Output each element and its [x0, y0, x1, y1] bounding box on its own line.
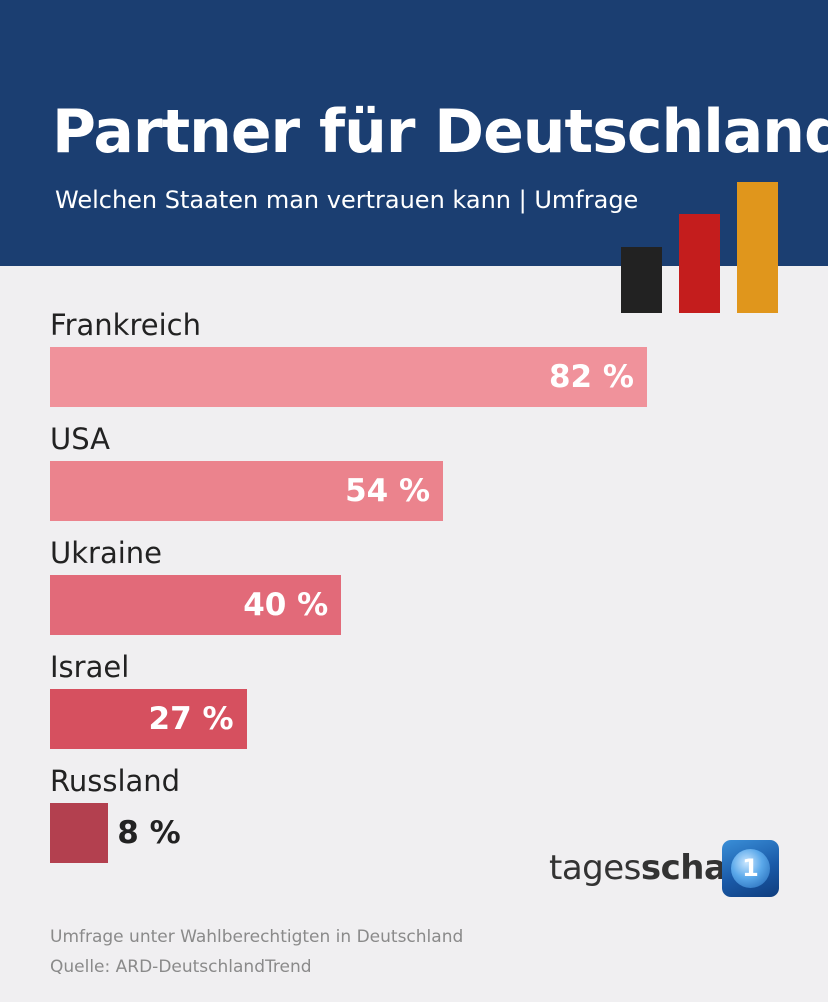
value-label: 40 % — [243, 587, 329, 623]
tagesschau-wordmark: tagesschau — [549, 848, 751, 888]
category-label: Frankreich — [50, 308, 201, 342]
page-subtitle: Welchen Staaten man vertrauen kann | Umf… — [55, 186, 639, 214]
bar-frankreich — [50, 347, 647, 407]
header-banner: Partner für Deutschland Welchen Staaten … — [0, 0, 828, 266]
footnote-source: Quelle: ARD-DeutschlandTrend — [50, 957, 312, 977]
logo-glyph: 1 — [731, 849, 770, 888]
bar-russland — [50, 803, 109, 863]
category-label: Israel — [50, 650, 130, 684]
category-label: Ukraine — [50, 536, 162, 570]
page-title: Partner für Deutschland — [52, 97, 828, 167]
category-label: USA — [50, 422, 111, 456]
footnote-survey: Umfrage unter Wahlberechtigten in Deutsc… — [50, 927, 464, 947]
value-label: 54 % — [345, 473, 431, 509]
bar-israel — [50, 689, 247, 749]
bar-usa — [50, 461, 444, 521]
value-label: 27 % — [148, 701, 234, 737]
flag-bar-gold — [737, 182, 778, 313]
flag-bar-red — [679, 214, 720, 313]
value-label: 82 % — [548, 359, 634, 395]
bar-ukraine — [50, 575, 342, 635]
brand-name-light: tages — [549, 848, 641, 888]
value-label: 8 % — [117, 815, 181, 851]
category-label: Russland — [50, 764, 181, 798]
ard-globe-icon: 1 — [722, 840, 779, 897]
flag-bar-black — [621, 247, 662, 313]
